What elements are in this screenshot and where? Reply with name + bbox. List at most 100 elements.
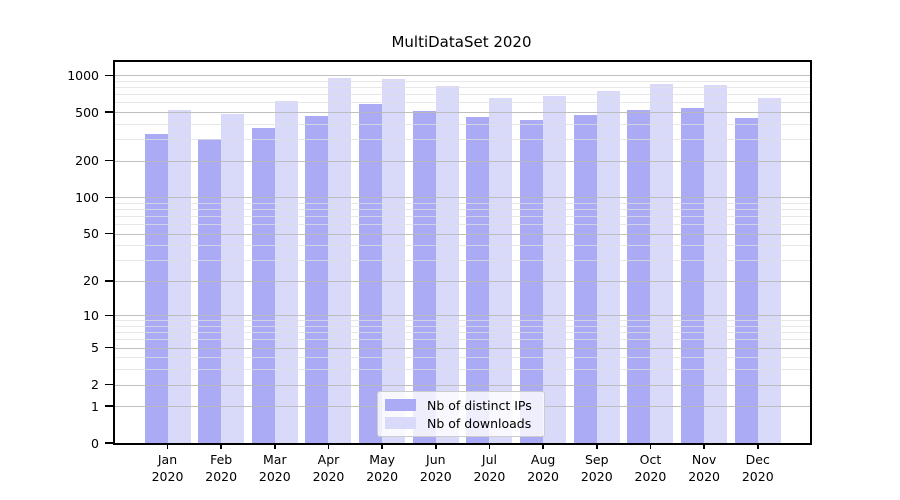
bar-nb-of-distinct-ips-jan bbox=[144, 134, 168, 443]
x-tick-year: 2020 bbox=[634, 469, 667, 484]
x-tick-month: Oct bbox=[639, 452, 662, 467]
gridline-minor bbox=[113, 357, 810, 359]
gridline-major bbox=[113, 315, 810, 317]
gridline-minor bbox=[113, 94, 810, 96]
gridline-major bbox=[113, 233, 810, 235]
gridline-major bbox=[113, 75, 810, 77]
gridline-major bbox=[113, 384, 810, 386]
x-tick-month: Jun bbox=[426, 452, 446, 467]
x-tick-mark bbox=[488, 444, 491, 449]
x-tick-label-jul: Jul 2020 bbox=[454, 451, 524, 485]
bar-nb-of-downloads-oct bbox=[650, 84, 674, 443]
gridline-minor bbox=[113, 245, 810, 247]
x-tick-year: 2020 bbox=[473, 469, 506, 484]
x-tick-label-mar: Mar 2020 bbox=[240, 451, 310, 485]
y-tick-label: 20 bbox=[83, 273, 99, 289]
x-tick-mark bbox=[757, 444, 759, 449]
gridline-minor bbox=[113, 202, 810, 204]
bar-nb-of-distinct-ips-jun bbox=[412, 110, 436, 443]
gridline-minor bbox=[113, 80, 810, 82]
gridline-minor bbox=[113, 320, 810, 322]
x-tick-mark bbox=[274, 444, 276, 449]
bar-nb-of-distinct-ips-jul bbox=[466, 117, 490, 443]
x-tick-mark bbox=[435, 444, 437, 449]
gridline-major bbox=[113, 280, 810, 282]
x-tick-mark bbox=[166, 444, 169, 449]
x-tick-month: Jan bbox=[157, 452, 178, 467]
gridline-major bbox=[113, 160, 810, 162]
axis-spine-top bbox=[113, 60, 812, 62]
x-tick-month: May bbox=[369, 452, 396, 467]
x-tick-year: 2020 bbox=[419, 469, 452, 484]
legend-item-downloads: Nb of downloads bbox=[385, 414, 538, 432]
x-tick-year: 2020 bbox=[688, 469, 720, 484]
chart-title: MultiDataSet 2020 bbox=[391, 33, 532, 51]
x-tick-mark bbox=[649, 444, 652, 449]
x-tick-mark bbox=[542, 444, 544, 449]
bar-nb-of-distinct-ips-mar bbox=[251, 128, 275, 443]
gridline-minor bbox=[113, 209, 810, 211]
y-tick-label: 50 bbox=[83, 226, 99, 242]
x-tick-year: 2020 bbox=[527, 469, 560, 484]
gridline-major bbox=[113, 112, 810, 114]
bar-nb-of-distinct-ips-nov bbox=[681, 108, 705, 443]
bar-nb-of-distinct-ips-feb bbox=[198, 139, 222, 443]
y-tick-label: 0 bbox=[91, 435, 99, 451]
x-tick-month: Apr bbox=[317, 452, 340, 467]
x-tick-label-jan: Jan 2020 bbox=[133, 451, 203, 485]
y-tick-label: 200 bbox=[75, 153, 99, 169]
bar-nb-of-distinct-ips-sep bbox=[573, 115, 597, 443]
x-tick-label-nov: Nov 2020 bbox=[669, 451, 739, 485]
x-tick-mark bbox=[596, 444, 598, 449]
x-tick-label-sep: Sep 2020 bbox=[562, 451, 632, 485]
x-tick-month: Sep bbox=[584, 452, 609, 467]
y-tick-mark bbox=[104, 111, 113, 113]
x-tick-year: 2020 bbox=[258, 469, 291, 484]
x-tick-month: Jul bbox=[481, 452, 497, 467]
x-tick-month: Aug bbox=[530, 452, 556, 467]
gridline-minor bbox=[113, 87, 810, 89]
x-tick-mark bbox=[220, 444, 222, 449]
x-tick-month: Dec bbox=[745, 452, 770, 467]
legend-label-distinct-ips: Nb of distinct IPs bbox=[427, 397, 532, 413]
x-tick-label-feb: Feb 2020 bbox=[186, 451, 256, 485]
bar-nb-of-downloads-sep bbox=[596, 90, 620, 443]
bar-nb-of-downloads-jul bbox=[489, 98, 513, 443]
gridline-major bbox=[113, 347, 810, 349]
y-tick-mark bbox=[104, 314, 113, 317]
gridline-minor bbox=[113, 123, 810, 125]
y-tick-mark bbox=[104, 280, 113, 282]
gridline-minor bbox=[113, 326, 810, 328]
bar-nb-of-distinct-ips-oct bbox=[627, 110, 651, 443]
x-tick-month: Mar bbox=[263, 452, 287, 467]
x-tick-mark bbox=[327, 444, 330, 449]
gridline-minor bbox=[113, 224, 810, 226]
gridline-minor bbox=[113, 139, 810, 141]
y-tick-mark bbox=[104, 159, 113, 162]
x-tick-year: 2020 bbox=[205, 469, 238, 484]
y-tick-mark bbox=[104, 346, 113, 349]
x-tick-mark bbox=[381, 444, 383, 449]
bar-nb-of-downloads-feb bbox=[221, 113, 245, 443]
bar-nb-of-distinct-ips-dec bbox=[734, 117, 758, 443]
x-tick-year: 2020 bbox=[580, 469, 613, 484]
x-tick-year: 2020 bbox=[312, 469, 345, 484]
y-tick-mark bbox=[104, 196, 113, 199]
legend-swatch-downloads bbox=[385, 417, 416, 429]
x-tick-month: Feb bbox=[210, 452, 233, 467]
gridline-minor bbox=[113, 332, 810, 334]
gridline-minor bbox=[113, 369, 810, 371]
y-tick-label: 1 bbox=[91, 398, 99, 414]
x-tick-mark bbox=[703, 444, 705, 449]
axis-spine-left bbox=[113, 60, 115, 445]
plot-area bbox=[113, 60, 810, 443]
x-tick-label-aug: Aug 2020 bbox=[508, 451, 578, 485]
y-tick-mark bbox=[104, 442, 113, 444]
gridline-major bbox=[113, 197, 810, 199]
y-tick-label: 2 bbox=[91, 377, 99, 393]
bar-nb-of-downloads-jan bbox=[167, 109, 191, 443]
y-tick-label: 5 bbox=[91, 340, 99, 356]
x-tick-year: 2020 bbox=[151, 469, 184, 484]
gridline-minor bbox=[113, 339, 810, 341]
